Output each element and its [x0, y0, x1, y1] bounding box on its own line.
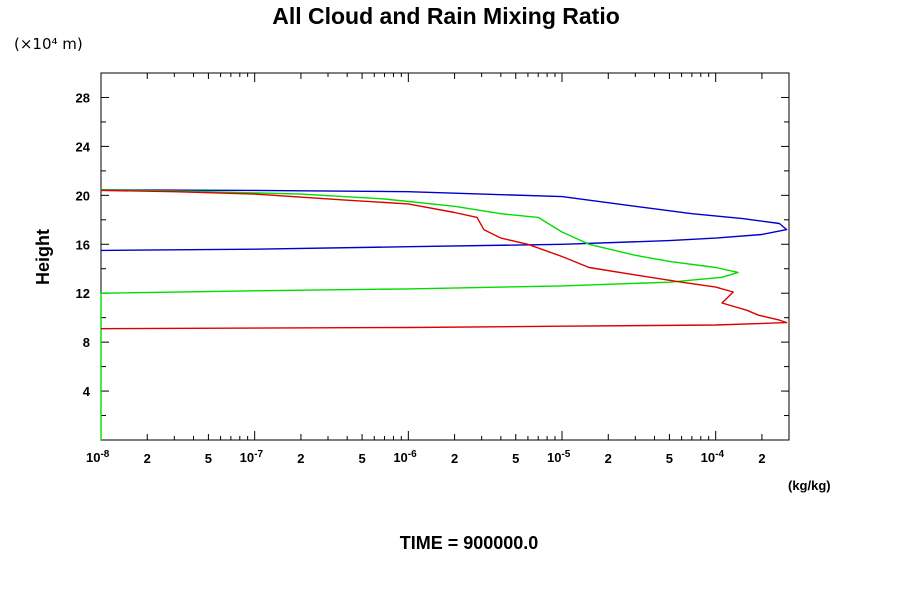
x-tick-label: 10-6 [393, 449, 417, 465]
y-axis-label: Height [33, 229, 53, 285]
series-line-2 [100, 189, 739, 440]
y-tick-label: 28 [76, 90, 90, 105]
x-tick-label: 5 [205, 451, 212, 466]
x-tick-label: 2 [144, 451, 151, 466]
y-tick-label: 16 [76, 237, 90, 252]
series-line-3 [100, 189, 788, 330]
series-line-1 [100, 189, 788, 252]
x-tick-label: 5 [666, 451, 673, 466]
x-tick-label: 2 [451, 451, 458, 466]
x-tick-label: 2 [758, 451, 765, 466]
x-tick-label: 10-7 [240, 449, 264, 465]
plot-frame [100, 72, 790, 441]
x-axis-label: (kg/kg) [788, 478, 831, 493]
time-footer: TIME = 900000.0 [400, 533, 539, 553]
x-tick-label: 10-5 [547, 449, 571, 465]
x-tick-label: 5 [358, 451, 365, 466]
x-tick-label: 5 [512, 451, 519, 466]
y-tick-label: 24 [76, 139, 91, 154]
y-tick-label: 20 [76, 188, 90, 203]
y-tick-label: 12 [76, 286, 90, 301]
x-tick-label: 10-8 [86, 449, 110, 465]
x-tick-label: 10-4 [701, 449, 725, 465]
plot-area: 4 8 12 16 20 24 28 10-8 10-7 10-6 10-5 10-4 2 5 2 5 2 5 2 5… [76, 72, 790, 466]
x-tick-label: 2 [605, 451, 612, 466]
y-tick-label: 8 [83, 335, 90, 350]
x-tick-label: 2 [297, 451, 304, 466]
y-tick-label: 4 [83, 384, 91, 399]
y-axis-unit: (×10⁴ m) [14, 35, 83, 53]
chart-title: All Cloud and Rain Mixing Ratio [272, 3, 620, 29]
